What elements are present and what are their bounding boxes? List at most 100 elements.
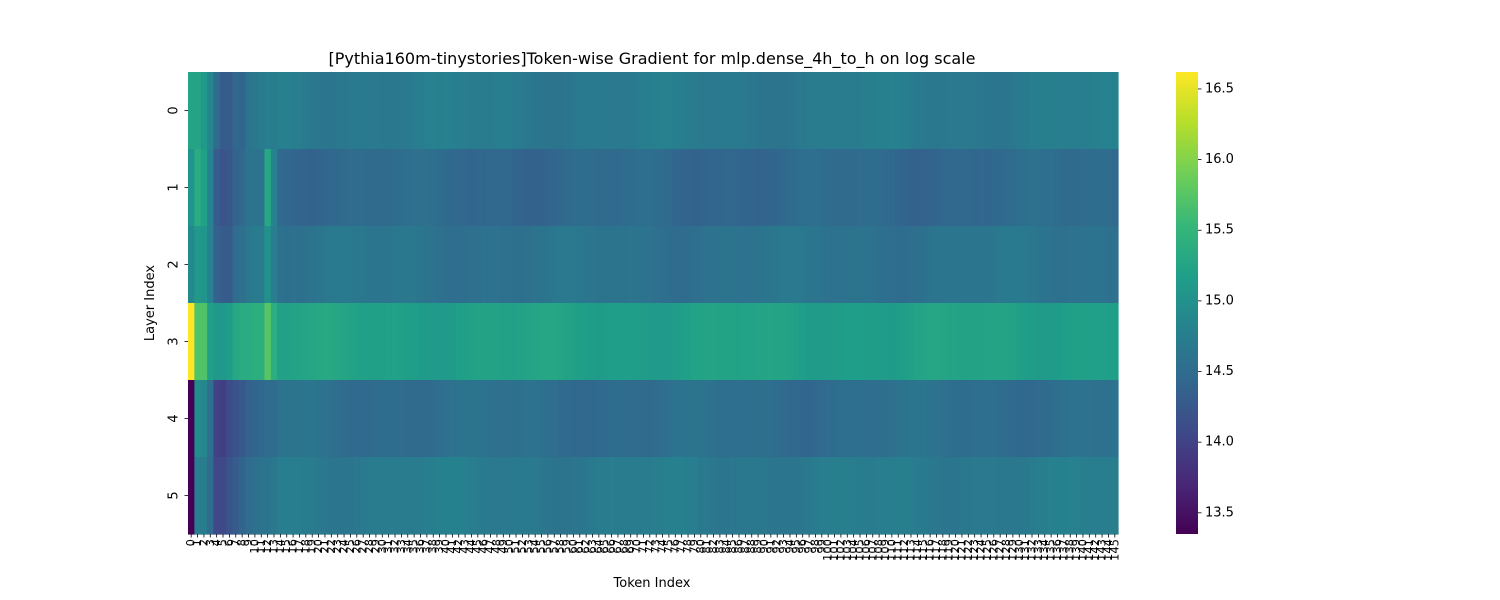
heatmap-cell [786,457,794,535]
heatmap-cell [640,457,648,535]
heatmap-cell [366,380,374,458]
heatmap-cell [226,380,234,458]
heatmap-cell [1003,226,1011,304]
heatmap-cell [372,457,380,535]
heatmap-cell [914,457,922,535]
heatmap-cell [774,303,781,381]
x-tick-label: 71 [636,539,650,554]
heatmap-cell [920,149,928,227]
heatmap-cell [1073,72,1081,150]
heatmap-cell [589,149,597,227]
heatmap-cell [1105,457,1113,535]
heatmap-cell [1105,72,1113,150]
heatmap-cell [417,380,425,458]
heatmap-cell [627,72,635,150]
heatmap-cell [996,72,1004,150]
heatmap-cell [614,72,622,150]
heatmap-cell [965,226,973,304]
heatmap-cell [238,72,246,150]
heatmap-cell [264,380,272,458]
heatmap-cell [965,457,973,535]
heatmap-cell [538,303,546,381]
heatmap-cell [353,72,361,150]
x-tick-label: 95 [789,539,803,554]
heatmap-cell [570,380,578,458]
heatmap-cell [302,72,310,150]
heatmap-cell [309,380,316,458]
x-tick-label: 42 [451,539,465,554]
x-tick-label: 130 [1012,539,1026,561]
x-tick-label: 40 [438,539,452,554]
x-tick-label: 72 [642,539,656,554]
heatmap-cell [455,149,463,227]
heatmap-cell [1105,226,1113,304]
heatmap-cell [538,72,546,150]
heatmap-cell [238,303,246,381]
heatmap-cell [506,380,514,458]
heatmap-cell [226,226,234,304]
heatmap-cell [461,226,469,304]
heatmap-cell [901,72,909,150]
heatmap-cell [570,226,578,304]
heatmap-cell [710,457,718,535]
heatmap-cell [563,303,571,381]
heatmap-cell [385,226,393,304]
heatmap-cell [856,149,864,227]
x-tick-label: 70 [630,539,644,554]
heatmap-cell [761,380,769,458]
heatmap-cell [289,303,297,381]
heatmap-cell [468,457,476,535]
heatmap-cell [837,149,845,227]
heatmap-cell [697,303,705,381]
heatmap-cell [200,457,208,535]
heatmap-cell [487,149,495,227]
heatmap-cell [315,72,323,150]
heatmap-cell [895,226,903,304]
heatmap-cell [952,72,960,150]
heatmap-cell [563,149,571,227]
y-axis-ticks: 0 1 2 3 4 5 [167,106,188,500]
heatmap-cell [729,303,737,381]
heatmap-cell [837,226,845,304]
heatmap-cell [735,303,743,381]
heatmap-cell [379,226,387,304]
heatmap-cell [340,72,348,150]
heatmap-cell [882,457,890,535]
heatmap-cell [487,457,495,535]
heatmap-cell [1035,72,1043,150]
heatmap-cell [232,457,240,535]
x-tick-label: 41 [445,539,459,554]
heatmap-cell [761,72,769,150]
heatmap-cell [920,303,928,381]
x-tick-label: 50 [502,539,516,554]
heatmap-cell [824,457,832,535]
heatmap-cell [270,226,278,304]
heatmap-cell [557,72,565,150]
heatmap-cell [410,149,418,227]
heatmap-cell [850,72,858,150]
heatmap-cell [678,303,686,381]
x-tick-label: 28 [362,539,376,554]
heatmap-cell [321,72,329,150]
heatmap-cell [608,380,616,458]
heatmap-cell [557,149,565,227]
heatmap-cell [340,303,348,381]
heatmap-cell [347,149,355,227]
heatmap-cell [576,226,584,304]
heatmap-cell [837,380,845,458]
heatmap-cell [283,149,291,227]
heatmap-cell [232,380,240,458]
heatmap-cell [1009,457,1017,535]
heatmap-cell [423,457,431,535]
x-tick-label: 104 [846,539,860,561]
x-tick-label: 122 [961,539,975,561]
heatmap-cell [729,380,737,458]
heatmap-cell [818,303,826,381]
heatmap-cell [703,380,711,458]
x-tick-label: 134 [1037,539,1051,561]
x-tick-label: 118 [935,539,949,561]
heatmap-cell [939,457,947,535]
heatmap-cell [519,380,527,458]
heatmap-cell [869,226,877,304]
heatmap-cell [633,303,641,381]
